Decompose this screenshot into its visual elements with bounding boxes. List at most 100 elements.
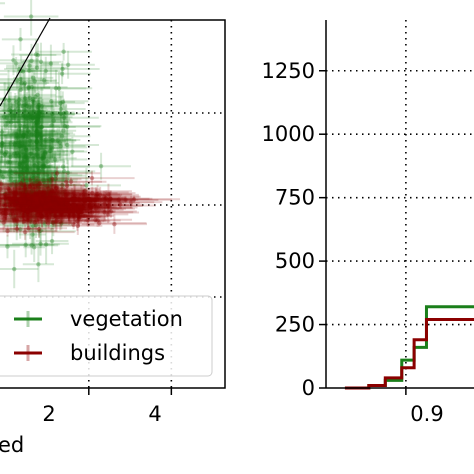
vegetation-point <box>58 106 64 112</box>
vegetation-point <box>33 119 39 124</box>
buildings-point <box>87 205 92 210</box>
vegetation-point <box>15 140 20 145</box>
buildings-point <box>19 203 25 208</box>
buildings-point <box>31 205 37 210</box>
buildings-point <box>50 195 56 201</box>
buildings-point <box>15 206 20 212</box>
buildings-point <box>59 202 65 207</box>
vegetation-point <box>27 95 33 101</box>
buildings-point <box>52 188 58 193</box>
vegetation-point <box>27 68 32 73</box>
vegetation-point <box>24 187 30 193</box>
buildings-point <box>32 196 37 201</box>
buildings-point <box>35 196 40 201</box>
vegetation-point <box>24 197 29 203</box>
vegetation-point <box>0 129 5 135</box>
vegetation-point <box>23 102 29 107</box>
vegetation-point <box>22 170 28 175</box>
vegetation-point <box>52 171 57 176</box>
left-panel: 2 4 ed vegetation buildings <box>0 0 226 457</box>
buildings-point <box>27 184 32 189</box>
right-panel: 0 250 500 750 1000 1250 0.9 <box>262 20 474 426</box>
buildings-point <box>49 187 55 193</box>
buildings-point <box>68 179 74 184</box>
buildings-point <box>80 213 86 218</box>
buildings-point <box>22 200 27 205</box>
buildings-point <box>82 199 88 204</box>
vegetation-point <box>29 189 34 194</box>
buildings-point <box>21 194 27 199</box>
vegetation-point <box>19 169 24 175</box>
vegetation-point <box>24 103 30 109</box>
buildings-point <box>33 207 39 213</box>
vegetation-point <box>22 155 27 160</box>
buildings-point <box>25 209 30 214</box>
vegetation-point <box>14 170 19 176</box>
buildings-point <box>19 196 24 202</box>
vegetation-point <box>26 84 31 90</box>
vegetation-point <box>20 134 26 140</box>
vegetation-point <box>28 114 33 119</box>
vegetation-point <box>37 111 42 116</box>
vegetation-point <box>20 179 25 184</box>
vegetation-point <box>27 177 32 183</box>
buildings-point <box>64 183 70 188</box>
buildings-point <box>26 202 32 207</box>
buildings-point <box>107 200 112 205</box>
buildings-point <box>70 204 76 209</box>
buildings-point <box>107 196 113 201</box>
buildings-point <box>43 207 48 213</box>
vegetation-point <box>38 124 44 130</box>
buildings-point <box>18 196 24 201</box>
buildings-point <box>90 190 95 196</box>
vegetation-point <box>28 14 34 19</box>
vegetation-point <box>8 168 13 173</box>
buildings-point <box>59 210 64 215</box>
vegetation-point <box>23 200 28 206</box>
vegetation-point <box>31 171 36 176</box>
vegetation-point <box>46 177 51 182</box>
buildings-point <box>67 208 72 214</box>
vegetation-point <box>8 108 13 114</box>
buildings-point <box>88 198 93 204</box>
vegetation-point <box>27 167 33 172</box>
vegetation-point <box>24 116 29 122</box>
vegetation-point <box>25 157 31 163</box>
buildings-point <box>63 195 68 200</box>
vegetation-point <box>29 243 34 248</box>
buildings-point <box>44 210 49 216</box>
vegetation-point <box>33 122 39 128</box>
buildings-point <box>54 218 59 223</box>
vegetation-point <box>51 220 56 226</box>
buildings-point <box>26 201 32 206</box>
vegetation-point <box>37 181 42 187</box>
buildings-point <box>3 214 8 219</box>
buildings-point <box>97 192 103 198</box>
buildings-point <box>53 193 58 198</box>
buildings-point <box>10 189 15 195</box>
buildings-point <box>25 192 30 198</box>
vegetation-point <box>17 127 22 132</box>
vegetation-point <box>1 114 7 119</box>
vegetation-point <box>49 187 54 193</box>
vegetation-point <box>27 63 32 68</box>
buildings-point <box>1 207 7 213</box>
buildings-point <box>87 205 93 210</box>
vegetation-point <box>84 183 89 188</box>
vegetation-point <box>35 115 41 121</box>
buildings-point <box>41 197 46 202</box>
vegetation-point <box>39 135 44 141</box>
buildings-point <box>6 196 11 201</box>
buildings-point <box>48 209 54 214</box>
buildings-point <box>83 192 89 198</box>
buildings-point <box>40 207 45 212</box>
vegetation-point <box>2 152 8 157</box>
buildings-point <box>45 204 50 209</box>
buildings-point <box>38 205 43 211</box>
buildings-point <box>88 205 93 211</box>
buildings-point <box>57 198 62 203</box>
vegetation-point <box>39 124 45 130</box>
buildings-point <box>70 196 75 202</box>
vegetation-point <box>30 115 36 121</box>
vegetation-point <box>35 154 41 159</box>
